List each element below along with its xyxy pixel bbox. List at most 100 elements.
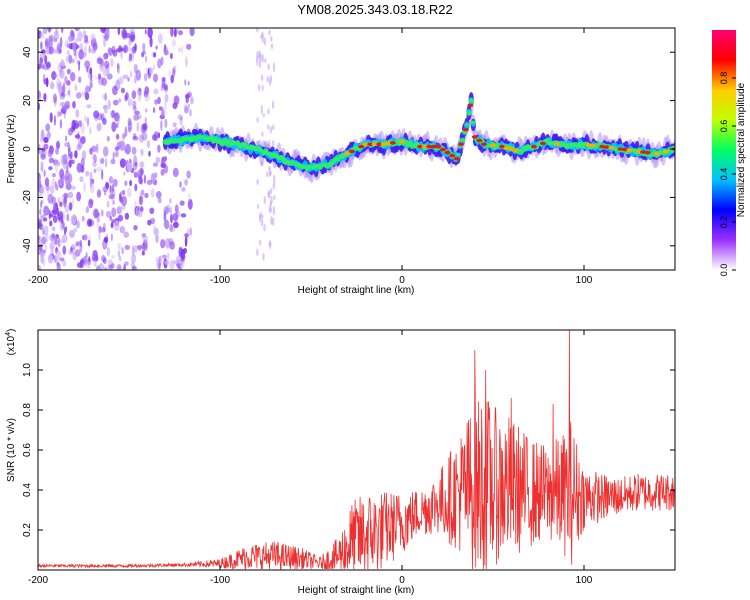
snr-panel: -200 -100 0 100 1.0 0.8 0.6 0.4 0.2 Height of s… [5,329,676,596]
noise-speckle [116,206,122,215]
noise-speckle [189,28,195,37]
noise-speckle [169,198,172,204]
noise-speckle [132,245,135,256]
chart-title: YM08.2025.343.03.18.R22 [297,2,452,17]
noise-speckle [78,60,81,72]
ridge-peak-mark [490,143,496,148]
noise-speckle [133,63,138,75]
noise-speckle [124,126,128,138]
noise-speckle [40,41,43,50]
noise-speckle [129,28,135,35]
noise-speckle [187,103,191,109]
noise-speckle [70,247,73,252]
noise-speckle [49,241,56,251]
ridge-peak-mark [531,144,537,149]
noise-speckle [68,249,74,255]
ridge-peak-mark [626,148,633,152]
noise-speckle [71,119,76,131]
noise-speckle [137,169,143,179]
colorbar-tick-label: 0.4 [719,168,729,181]
noise-speckle [110,191,116,200]
ridge-peak-mark [621,147,628,152]
noise-speckle [173,95,180,105]
x-tick-label: 100 [576,275,593,286]
noise-speckle [74,49,78,61]
noise-speckle [135,69,141,81]
noise-speckle [118,255,122,262]
noise-speckle [66,213,70,222]
noise-speckle [54,181,57,188]
noise-speckle [150,188,155,198]
noise-speckle [144,92,150,103]
noise-speckle [149,67,154,75]
noise-streak [263,223,266,232]
noise-speckle [170,74,174,84]
noise-speckle [157,197,162,204]
noise-speckle [110,222,114,229]
noise-speckle [163,100,168,112]
noise-speckle [140,148,144,156]
noise-speckle [157,33,163,45]
noise-speckle [142,42,146,52]
noise-streak [259,52,262,59]
ridge-peak-mark [417,144,424,149]
noise-speckle [143,243,149,251]
x-tick-label: -100 [210,575,230,586]
noise-speckle [155,234,159,244]
ridge-peak-mark [512,148,519,152]
noise-speckle [96,112,103,121]
noise-speckle [96,122,102,132]
noise-speckle [138,176,143,185]
noise-speckle [155,156,160,164]
noise-speckle [96,217,100,223]
y-tick-label: 0.2 [22,523,33,537]
noise-speckle [120,49,123,60]
snr-x-ticks: -200 -100 0 100 [28,330,593,586]
noise-speckle [105,158,108,168]
noise-speckle [56,261,60,267]
noise-speckle [81,215,85,222]
noise-speckle [129,70,133,78]
ridge-peak-mark [421,144,428,149]
noise-speckle [54,48,58,55]
noise-speckle [55,162,59,173]
snr-scale-label: (x104) [5,329,17,356]
noise-speckle [112,178,118,187]
noise-speckle [154,99,159,105]
noise-streak [260,219,264,227]
noise-streak [269,126,273,134]
noise-speckle [142,235,149,242]
noise-speckle [59,92,65,100]
noise-speckle [168,68,171,79]
noise-speckle [73,227,78,233]
noise-speckle [141,250,145,256]
noise-speckle [52,227,56,232]
noise-speckle [103,34,107,39]
ridge-peak-mark [399,139,405,144]
noise-speckle [140,189,145,196]
noise-speckle [135,206,140,218]
y-tick-label: 0.6 [22,443,33,457]
noise-speckle [134,183,138,192]
noise-speckle [44,177,50,187]
noise-speckle [68,87,71,98]
noise-speckle [100,113,105,122]
noise-speckle [78,120,83,128]
noise-speckle [53,159,59,166]
noise-speckle [164,238,171,249]
noise-speckle [88,198,94,209]
y-tick-label: 1.0 [22,363,33,377]
noise-speckle [127,77,130,82]
noise-speckle [74,28,80,32]
noise-speckle [157,58,162,69]
snr-x-label: Height of straight line (km) [298,585,415,596]
noise-speckle [59,101,66,107]
noise-speckle [89,147,93,155]
noise-speckle [173,28,177,38]
noise-speckle [91,145,97,153]
noise-speckle [95,265,101,270]
noise-speckle [41,49,46,54]
noise-speckle [169,206,172,214]
ridge-peak-mark [426,144,433,149]
